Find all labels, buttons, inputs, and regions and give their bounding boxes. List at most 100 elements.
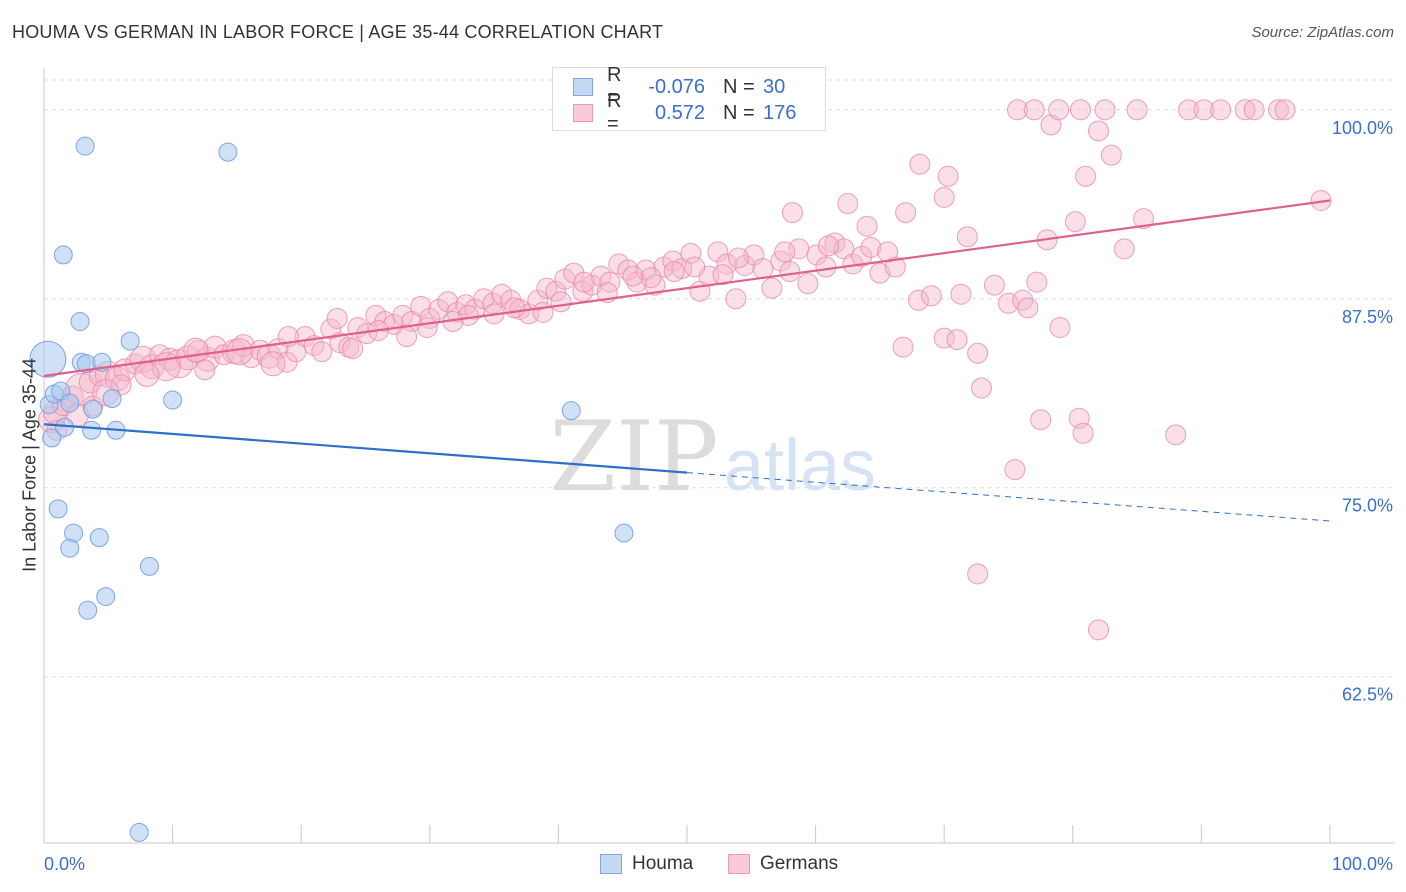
tick-labels: 100.0% 87.5% 75.0% 62.5% 0.0% 100.0% [44,118,1393,874]
houma-point [53,245,73,265]
germans-point [684,256,706,278]
houma-point [83,399,103,419]
chart-title: HOUMA VS GERMAN IN LABOR FORCE | AGE 35-… [12,22,664,42]
germans-point [183,337,209,363]
germans-point [837,193,859,215]
germans-trend-line [43,199,1331,377]
germans-point [1072,422,1094,444]
houma-point [78,600,98,620]
germans-point [225,338,253,366]
houma-point [96,587,116,607]
houma-point [120,331,140,351]
germans-point [967,342,989,364]
houma-point [29,340,67,378]
germans-point [622,265,644,287]
houma-point [48,499,68,519]
watermark-zip: ZIP [549,401,718,513]
houma-point [60,538,80,558]
houma-point [139,556,159,576]
germans-point [396,326,418,348]
germans-points [38,99,1332,641]
axes [43,68,1395,844]
germans-point [1113,238,1135,260]
germans-point [933,186,955,208]
germans-point [774,241,796,263]
houma-r-label: R = [607,64,622,109]
y-tick-label: 75.0% [1342,496,1393,516]
houma-point [82,420,102,440]
germans-point [482,292,504,314]
houma-point [75,136,95,156]
germans-point [1075,165,1097,187]
germans-point [1094,99,1116,121]
germans-point [1178,99,1200,121]
germans-swatch [573,104,593,122]
germans-point [338,336,360,358]
germans-point [260,351,286,377]
houma-swatch [573,78,593,96]
germans-point [1088,619,1110,641]
germans-point [1023,99,1045,121]
houma-legend-swatch [600,854,622,874]
houma-point [129,822,149,842]
watermark: ZIP atlas [549,401,876,513]
y-tick-label: 62.5% [1342,685,1393,705]
germans-point [276,351,298,373]
germans-point [134,361,160,387]
y-tick-label: 100.0% [1332,118,1393,138]
germans-point [727,247,749,269]
germans-point [712,264,734,286]
x-tick-label-max: 100.0% [1332,854,1393,874]
germans-point [410,295,432,317]
germans-point [1004,459,1026,481]
germans-point [599,271,621,293]
germans-point [1064,211,1086,233]
germans-point [950,283,972,305]
houma-point [163,390,183,410]
germans-point [1274,99,1296,121]
germans-point [663,261,685,283]
germans-point [1126,99,1148,121]
houma-point [102,389,122,409]
germans-point [892,336,914,358]
germans-point [194,359,216,381]
germans-point [1048,99,1070,121]
bottom-legend-houma[interactable]: Houma [600,852,693,876]
germans-point [895,202,917,224]
houma-points [29,136,634,842]
watermark-atlas: atlas [724,426,876,506]
germans-point [504,297,526,319]
germans-point [856,215,878,237]
germans-point [527,289,549,311]
houma-r-value: -0.076 [648,75,705,98]
germans-point [326,307,348,329]
germans-point [342,338,364,360]
houma-point [60,393,80,413]
germans-point [1243,99,1265,121]
germans-point [545,280,567,302]
germans-point [707,241,729,263]
germans-point [1026,271,1048,293]
germans-legend-label: Germans [760,853,839,874]
germans-point [416,316,438,338]
germans-point [626,271,648,293]
germans-point [983,274,1005,296]
germans-point [1165,424,1187,446]
germans-point [437,291,459,313]
germans-point [1100,144,1122,166]
germans-point [1030,409,1052,431]
germans-point [851,245,873,267]
trend-lines [43,199,1331,522]
germans-point [428,298,450,320]
bottom-legend-germans[interactable]: Germans [728,852,838,876]
germans-point [1210,99,1232,121]
germans-point [1234,99,1256,121]
germans-legend-swatch [728,854,750,874]
germans-point [806,244,828,266]
y-tick-label: 87.5% [1342,307,1393,327]
houma-point [218,142,238,162]
germans-point [920,285,942,307]
houma-point [42,428,62,448]
germans-point [937,165,959,187]
